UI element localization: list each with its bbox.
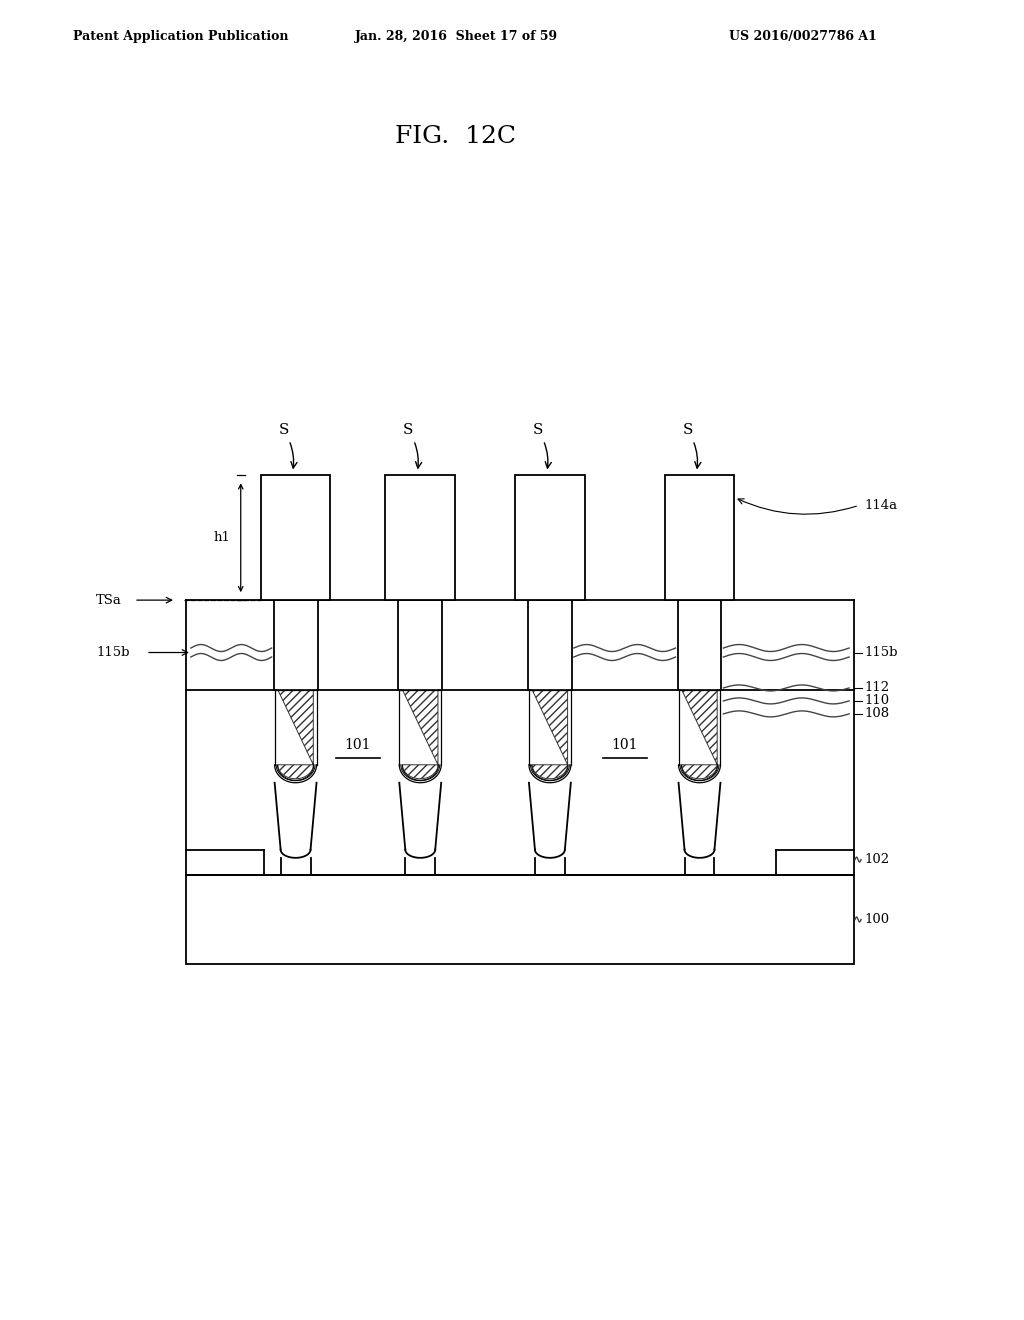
Text: 101: 101 [611, 738, 638, 752]
Text: h1: h1 [214, 531, 230, 544]
Text: TSa: TSa [96, 594, 122, 607]
Bar [515, 475, 585, 601]
Text: S: S [403, 424, 422, 469]
Bar [273, 601, 317, 690]
Polygon shape [402, 690, 438, 779]
Bar [385, 475, 455, 601]
Text: 110: 110 [864, 694, 889, 708]
Bar [665, 475, 734, 601]
Text: Jan. 28, 2016  Sheet 17 of 59: Jan. 28, 2016 Sheet 17 of 59 [355, 30, 558, 42]
Text: 108: 108 [864, 708, 889, 721]
Bar [528, 601, 571, 690]
Text: 114a: 114a [864, 499, 897, 512]
Text: S: S [532, 424, 551, 469]
Text: 102: 102 [864, 853, 889, 866]
Text: S: S [279, 424, 297, 469]
Text: 112: 112 [864, 681, 889, 694]
Polygon shape [682, 690, 717, 779]
Text: 100: 100 [864, 913, 889, 925]
Text: FIG.  12C: FIG. 12C [394, 124, 516, 148]
Text: 115b: 115b [864, 645, 898, 659]
Text: US 2016/0027786 A1: US 2016/0027786 A1 [729, 30, 878, 42]
Text: 101: 101 [345, 738, 371, 752]
Bar [398, 601, 442, 690]
Bar [186, 875, 854, 965]
Text: Patent Application Publication: Patent Application Publication [73, 30, 289, 42]
Text: 115b: 115b [96, 645, 130, 659]
Text: S: S [682, 424, 700, 469]
Polygon shape [532, 690, 567, 779]
Bar [261, 475, 331, 601]
Bar [678, 601, 722, 690]
Polygon shape [278, 690, 313, 779]
